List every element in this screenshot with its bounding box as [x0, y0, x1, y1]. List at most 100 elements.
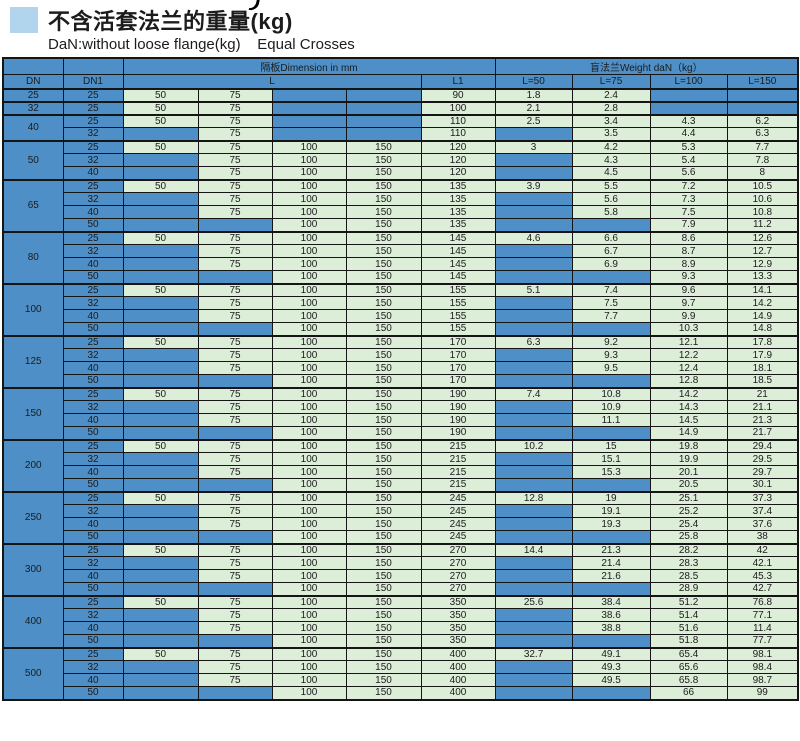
l-cell: 150 [345, 400, 422, 414]
dn1-cell: 40 [62, 465, 124, 479]
dn1-cell: 32 [62, 660, 124, 674]
l-cell [197, 322, 273, 336]
l-cell: 150 [345, 490, 422, 505]
l1-cell: 145 [420, 230, 496, 245]
l1-cell: 90 [420, 87, 496, 102]
header-l1: L1 [420, 74, 496, 89]
weight-cell [494, 257, 573, 271]
weight-cell: 28.9 [649, 582, 728, 596]
header-l50: L=50 [494, 74, 573, 89]
dn1-cell: 40 [62, 309, 124, 323]
l1-cell: 350 [420, 634, 496, 648]
dn1-cell: 40 [62, 205, 124, 219]
dn1-cell: 32 [62, 153, 124, 167]
l-cell: 100 [271, 153, 347, 167]
weight-cell: 15.3 [571, 465, 651, 479]
header-l150: L=150 [726, 74, 799, 89]
dn1-cell: 25 [62, 100, 124, 115]
dn-cell: 50 [2, 139, 64, 180]
l-cell [271, 87, 347, 102]
l-cell: 150 [345, 218, 422, 232]
weight-cell: 21.4 [571, 556, 651, 570]
l-cell: 150 [345, 322, 422, 336]
l-cell: 100 [271, 660, 347, 674]
dn1-cell: 25 [62, 386, 124, 401]
l-cell: 150 [345, 309, 422, 323]
dn1-cell: 25 [62, 334, 124, 349]
table-row: 32 75 110 3.5 4.4 6.3 [3, 127, 799, 141]
weight-cell: 10.5 [726, 178, 799, 193]
weight-cell: 7.5 [571, 296, 651, 310]
l-cell: 100 [271, 244, 347, 258]
l1-cell: 190 [420, 400, 496, 414]
weight-cell: 21 [726, 386, 799, 401]
header-blank-dn [2, 57, 64, 75]
table-row: 40 75 100 150 145 6.9 8.9 12.9 [3, 257, 799, 271]
weight-cell: 9.7 [649, 296, 728, 310]
l-cell: 150 [345, 153, 422, 167]
l-cell: 150 [345, 361, 422, 375]
weight-cell: 51.6 [649, 621, 728, 635]
l1-cell: 110 [420, 113, 496, 128]
l-cell [345, 127, 422, 141]
l-cell [122, 322, 199, 336]
l-cell: 75 [197, 504, 273, 518]
weight-cell: 25.6 [494, 594, 573, 609]
weight-cell: 12.7 [726, 244, 799, 258]
table-row: 200 25 50 75 100 150 215 10.2 15 19.8 29.4 [2, 438, 799, 492]
l-cell: 75 [197, 673, 273, 687]
l-cell [122, 621, 199, 635]
l-cell: 150 [345, 686, 422, 700]
dn-cell: 80 [2, 230, 64, 284]
weight-cell [571, 322, 651, 336]
l-cell: 150 [345, 178, 422, 193]
l-cell [197, 686, 273, 700]
weight-cell: 5.8 [571, 205, 651, 219]
dn-cell: 150 [2, 386, 64, 440]
weight-cell: 5.3 [649, 139, 728, 154]
l-cell: 100 [271, 634, 347, 648]
l-cell [345, 87, 422, 102]
l-cell: 100 [271, 257, 347, 271]
header-row-spans: 隔板Dimension in mm 盲法兰Weight daN（kg） [2, 57, 799, 75]
l1-cell: 270 [420, 582, 496, 596]
dn1-cell: 25 [62, 87, 124, 102]
dn1-cell: 40 [62, 166, 124, 180]
page-title: 不含活套法兰的重量(kg) [48, 9, 293, 34]
weight-cell: 6.3 [494, 334, 573, 349]
l-cell: 75 [197, 452, 273, 466]
weight-cell: 42.1 [726, 556, 799, 570]
weight-cell: 10.8 [726, 205, 799, 219]
l-cell: 50 [122, 230, 199, 245]
table-row: 400 25 50 75 100 150 350 25.6 38.4 51.2 76.8 [2, 594, 799, 648]
dn1-cell: 32 [62, 244, 124, 258]
l-cell: 100 [271, 192, 347, 206]
l-cell: 100 [271, 166, 347, 180]
weight-cell [649, 100, 728, 115]
l-cell: 100 [271, 621, 347, 635]
l-cell [122, 478, 199, 492]
l-cell [122, 517, 199, 531]
l-cell: 100 [271, 386, 347, 401]
l-cell: 75 [197, 87, 273, 102]
weight-cell: 13.3 [726, 270, 799, 284]
table-row: 25 25 50 75 90 1.8 2.4 [2, 87, 799, 102]
weight-cell [494, 361, 573, 375]
l1-cell: 120 [420, 139, 496, 154]
l-cell [122, 348, 199, 362]
weight-cell [494, 270, 573, 284]
weight-cell: 6.6 [571, 230, 651, 245]
l-cell [122, 452, 199, 466]
l1-cell: 145 [420, 257, 496, 271]
l1-cell: 100 [420, 100, 496, 115]
weight-cell: 5.6 [571, 192, 651, 206]
l-cell [122, 673, 199, 687]
weight-cell: 12.1 [649, 334, 728, 349]
dn1-cell: 50 [62, 218, 124, 232]
l-cell: 75 [197, 517, 273, 531]
l-cell: 100 [271, 673, 347, 687]
l-cell [197, 426, 273, 440]
l-cell: 75 [197, 257, 273, 271]
table-row: 32 75 100 150 145 6.7 8.7 12.7 [3, 244, 799, 258]
l-cell: 150 [345, 257, 422, 271]
